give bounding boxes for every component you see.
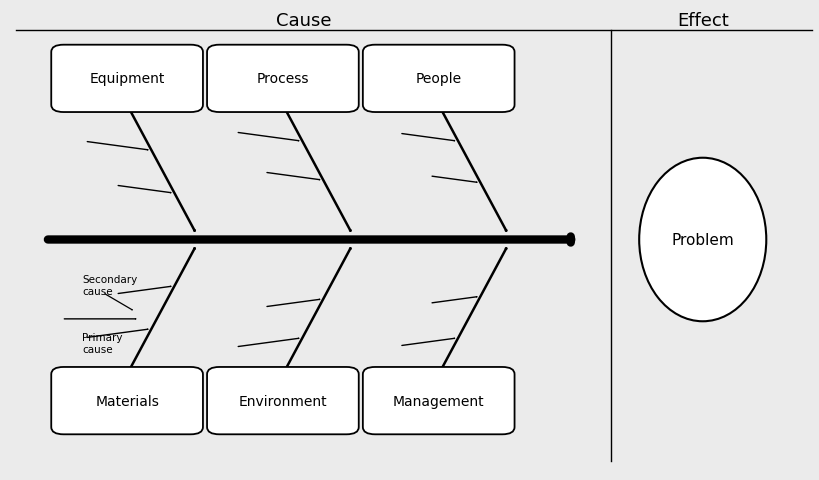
Text: People: People: [415, 72, 461, 86]
FancyBboxPatch shape: [206, 367, 358, 434]
Text: Process: Process: [256, 72, 309, 86]
Text: Effect: Effect: [676, 12, 728, 30]
FancyBboxPatch shape: [51, 46, 203, 113]
FancyBboxPatch shape: [206, 46, 358, 113]
Ellipse shape: [639, 158, 766, 322]
Text: Management: Management: [392, 394, 484, 408]
Text: Primary
cause: Primary cause: [82, 333, 122, 354]
Text: Materials: Materials: [95, 394, 159, 408]
Text: Environment: Environment: [238, 394, 327, 408]
Text: Equipment: Equipment: [89, 72, 165, 86]
Text: Problem: Problem: [671, 232, 733, 248]
Text: Cause: Cause: [275, 12, 331, 30]
FancyBboxPatch shape: [363, 46, 514, 113]
Text: Secondary
cause: Secondary cause: [82, 275, 137, 296]
FancyBboxPatch shape: [51, 367, 203, 434]
FancyBboxPatch shape: [363, 367, 514, 434]
